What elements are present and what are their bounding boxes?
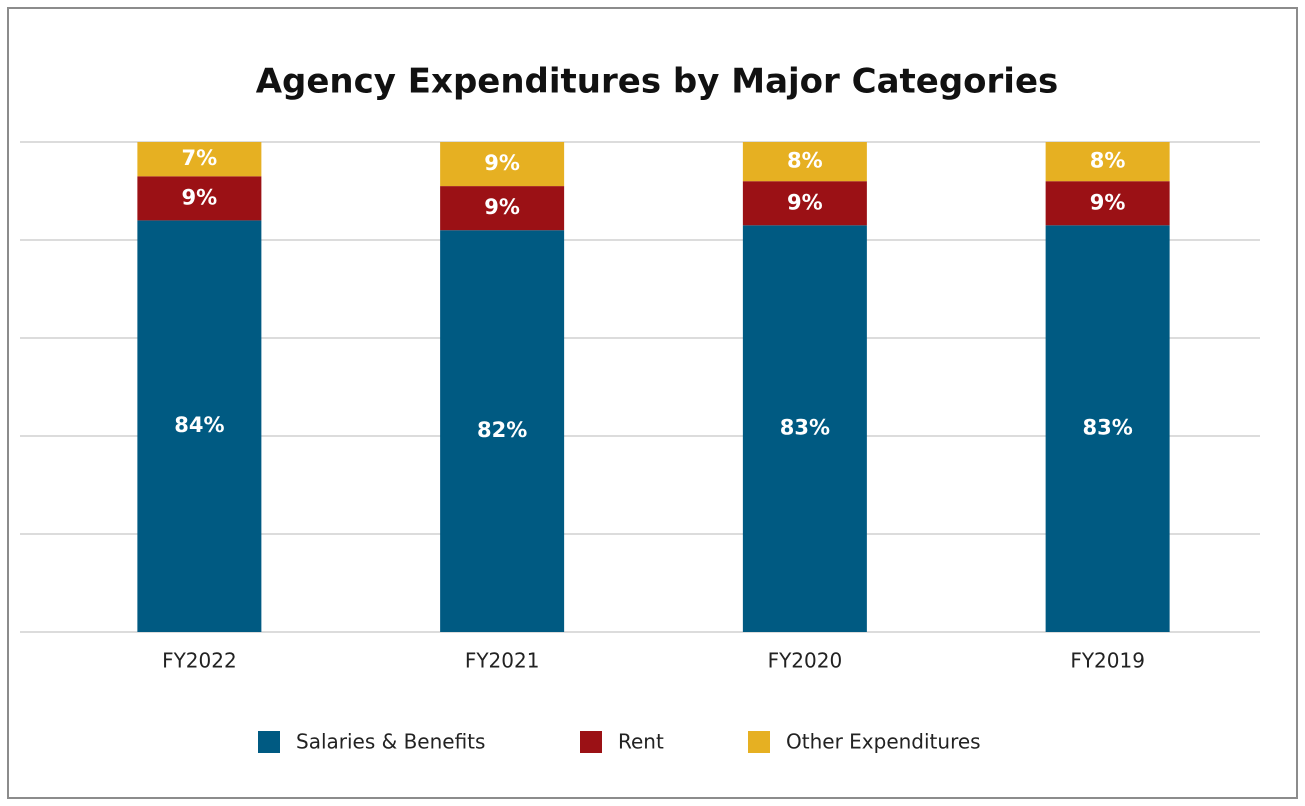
bar-segment	[742, 142, 867, 182]
data-label: 9%	[484, 151, 520, 175]
bar-segment	[440, 230, 565, 632]
legend-label: Other Expenditures	[786, 730, 981, 754]
bar-segment	[1045, 142, 1170, 182]
x-tick-label: FY2019	[1070, 649, 1145, 673]
x-tick-label: FY2020	[768, 649, 843, 673]
data-label: 8%	[1090, 149, 1126, 173]
legend-swatch	[580, 731, 602, 753]
data-label: 83%	[1082, 416, 1132, 440]
legend-swatch	[748, 731, 770, 753]
data-label: 8%	[787, 149, 823, 173]
data-label: 9%	[484, 195, 520, 219]
bar-segment	[1045, 181, 1170, 226]
x-tick-label: FY2022	[162, 649, 237, 673]
legend-swatch	[258, 731, 280, 753]
bar-segment	[1045, 225, 1170, 633]
data-label: 9%	[1090, 190, 1126, 214]
data-label: 82%	[477, 418, 527, 442]
data-label: 9%	[787, 190, 823, 214]
bar-segment	[742, 181, 867, 226]
legend-label: Rent	[618, 730, 664, 754]
data-label: 83%	[780, 416, 830, 440]
bar-segment	[742, 225, 867, 633]
bar-segment	[440, 186, 565, 231]
bar-segment	[440, 142, 565, 187]
bar-segment	[137, 142, 262, 177]
legend-label: Salaries & Benefits	[296, 730, 485, 754]
bar-segment	[137, 176, 262, 221]
chart-title: Agency Expenditures by Major Categories	[256, 62, 1059, 102]
bar-segment	[137, 220, 262, 632]
data-label: 84%	[174, 413, 224, 437]
x-tick-label: FY2021	[465, 649, 540, 673]
data-label: 7%	[182, 146, 218, 170]
data-label: 9%	[182, 185, 218, 209]
